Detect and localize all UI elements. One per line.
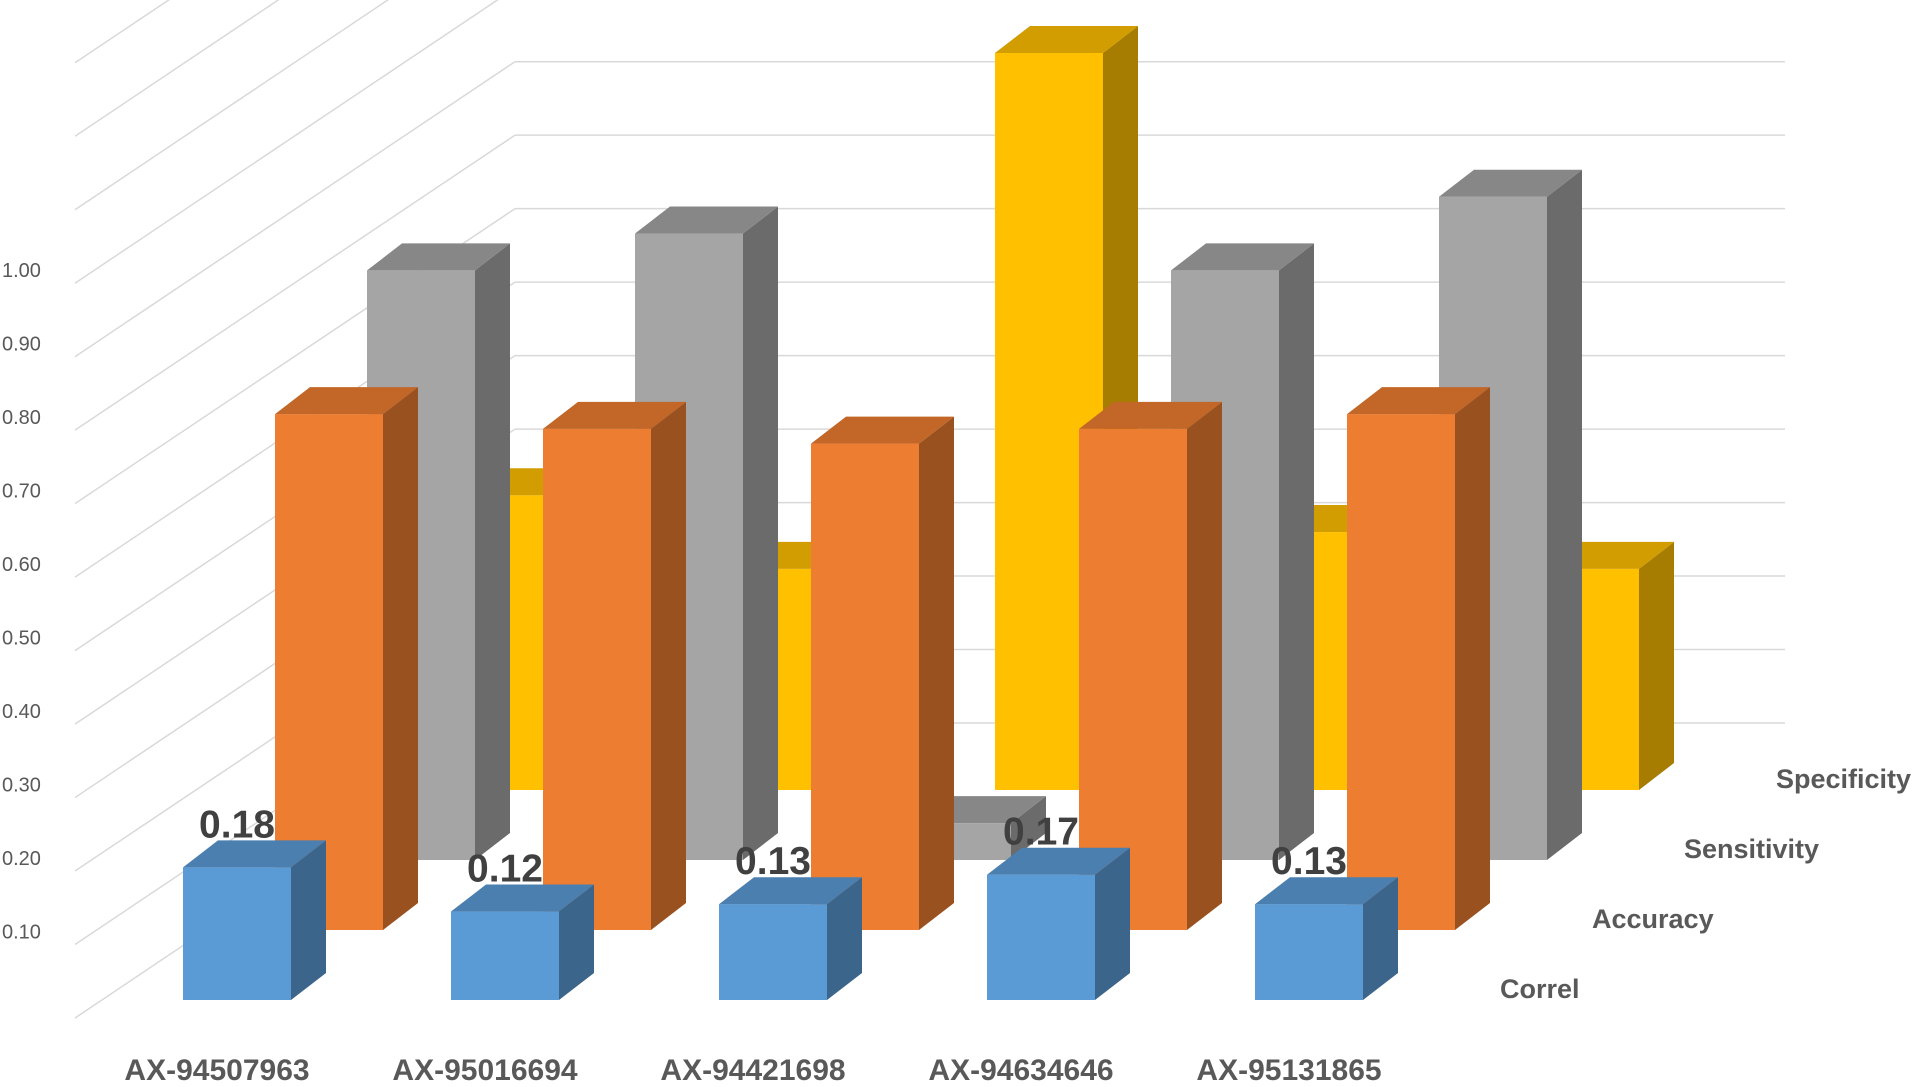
y-tick-label: 0.90 — [2, 334, 41, 356]
series-label-correl: Correl — [1500, 974, 1580, 1004]
gridline-wall — [74, 61, 516, 358]
data-label-correl: 0.13 — [735, 840, 811, 883]
bar-side-sensitivity-AX-95016694 — [743, 206, 778, 861]
y-axis-ticks: 0.10 0.20 0.30 0.40 0.50 0.60 0.70 0.80 0.90 1.00 — [2, 260, 41, 943]
category-label: AX-95016694 — [392, 1054, 577, 1087]
bar-correl-AX-94421698 — [719, 904, 827, 1000]
bar-top-sensitivity-AX-94507963 — [367, 243, 510, 271]
bar-side-accuracy-AX-95131865 — [1455, 387, 1490, 931]
data-label-correl: 0.18 — [199, 803, 275, 846]
bar-top-correl-AX-95016694 — [451, 884, 594, 912]
bar-side-sensitivity-AX-94634646 — [1279, 243, 1314, 860]
bar-top-specificity-AX-94421698 — [995, 26, 1138, 53]
category-label: AX-94421698 — [660, 1054, 845, 1087]
bar-correl-AX-94507963 — [183, 867, 291, 1000]
depth-axis-series-labels: Correl Accuracy Sensitivity Specificity — [1500, 764, 1911, 1004]
x-axis-categories: AX-94507963 AX-95016694 AX-94421698 AX-9463… — [124, 1054, 1381, 1087]
gridline-wall — [74, 0, 170, 64]
bar-top-correl-AX-94634646 — [987, 847, 1130, 875]
category-label: AX-94507963 — [124, 1054, 309, 1087]
series-correl — [183, 840, 1398, 1000]
bar-side-correl-AX-94634646 — [1095, 847, 1130, 1000]
bar-correl-AX-94634646 — [987, 874, 1095, 1000]
bar-top-accuracy-AX-94421698 — [811, 416, 954, 444]
series-label-specificity: Specificity — [1776, 764, 1911, 794]
series-label-sensitivity: Sensitivity — [1684, 834, 1819, 864]
bar-top-sensitivity-AX-95131865 — [1439, 169, 1582, 197]
gridline-wall — [74, 0, 390, 211]
bar-top-correl-AX-94507963 — [183, 840, 326, 868]
y-tick-label: 0.30 — [2, 775, 41, 797]
y-tick-label: 0.40 — [2, 701, 41, 723]
y-tick-label: 0.20 — [2, 848, 41, 870]
bar-top-accuracy-AX-94507963 — [275, 387, 418, 415]
y-tick-label: 0.60 — [2, 554, 41, 576]
bar-accuracy-AX-94634646 — [1079, 428, 1187, 930]
data-label-correl: 0.17 — [1003, 811, 1079, 854]
y-tick-label: 0.10 — [2, 922, 41, 944]
y-tick-label: 0.70 — [2, 481, 41, 503]
gridline-wall — [74, 0, 499, 284]
bar-top-accuracy-AX-95016694 — [543, 401, 686, 429]
bar-top-sensitivity-AX-94634646 — [1171, 243, 1314, 271]
data-label-correl: 0.13 — [1271, 840, 1347, 883]
category-label: AX-95131865 — [1196, 1054, 1381, 1087]
bar-side-sensitivity-AX-94507963 — [475, 243, 510, 860]
bar-top-accuracy-AX-94634646 — [1079, 401, 1222, 429]
bar-top-correl-AX-95131865 — [1255, 877, 1398, 905]
bar-side-accuracy-AX-94507963 — [383, 387, 418, 931]
y-tick-label: 0.50 — [2, 628, 41, 650]
bar-accuracy-AX-94421698 — [811, 443, 919, 930]
bar-side-specificity-AX-95131865 — [1639, 541, 1674, 790]
bar-top-correl-AX-94421698 — [719, 877, 862, 905]
y-tick-label: 1.00 — [2, 260, 41, 282]
gridline-wall — [74, 0, 280, 137]
bar-top-sensitivity-AX-95016694 — [635, 206, 778, 234]
bar-side-correl-AX-95131865 — [1363, 877, 1398, 1000]
gridline-wall — [74, 134, 516, 431]
data-labels: 0.18 0.12 0.13 0.17 0.13 — [199, 803, 1347, 890]
bar-side-accuracy-AX-95016694 — [651, 401, 686, 931]
bar-correl-AX-95016694 — [451, 911, 559, 1000]
bar-correl-AX-95131865 — [1255, 904, 1363, 1000]
bar-side-correl-AX-95016694 — [559, 884, 594, 1000]
y-tick-label: 0.80 — [2, 407, 41, 429]
bar-side-correl-AX-94507963 — [291, 840, 326, 1000]
bar-side-correl-AX-94421698 — [827, 877, 862, 1000]
bar-side-sensitivity-AX-95131865 — [1547, 169, 1582, 860]
bar-side-sensitivity-AX-94421698 — [1011, 796, 1046, 860]
series-label-accuracy: Accuracy — [1592, 904, 1714, 934]
bar-accuracy-AX-95131865 — [1347, 414, 1455, 931]
category-label: AX-94634646 — [928, 1054, 1113, 1087]
bar-side-accuracy-AX-94421698 — [919, 416, 954, 931]
bars — [183, 26, 1674, 1000]
data-label-correl: 0.12 — [467, 848, 543, 891]
bar-accuracy-AX-95016694 — [543, 428, 651, 930]
bar-side-accuracy-AX-94634646 — [1187, 401, 1222, 931]
bar-top-accuracy-AX-95131865 — [1347, 387, 1490, 415]
